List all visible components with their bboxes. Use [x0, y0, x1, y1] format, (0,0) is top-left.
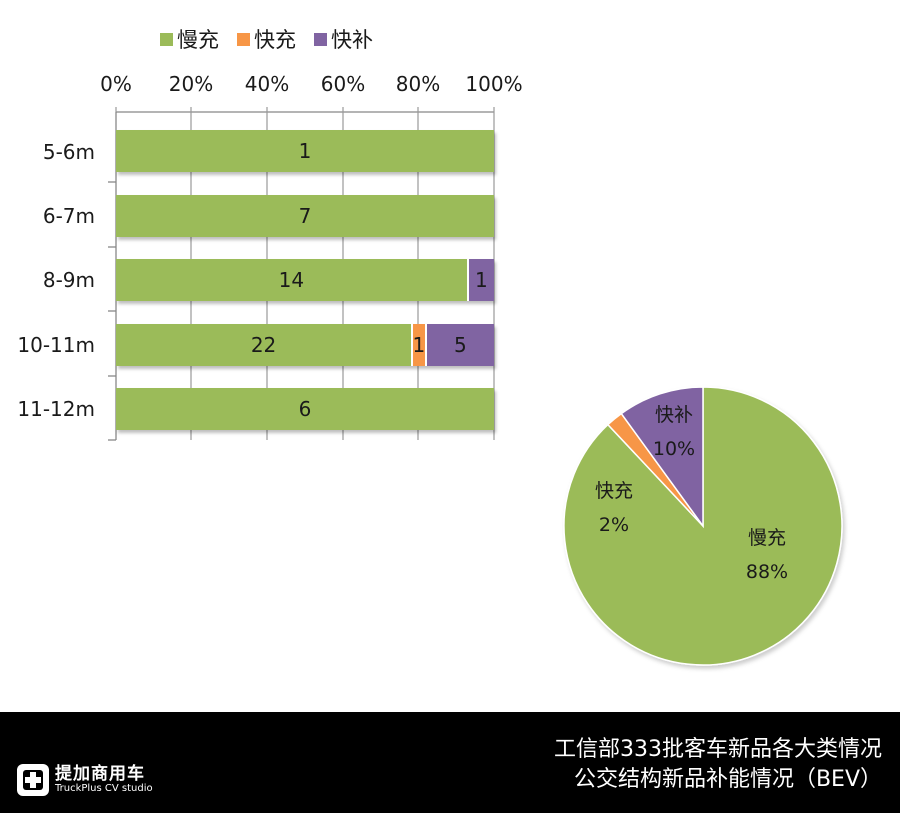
legend-swatch-orange [237, 32, 250, 46]
bar-segment-battery-swap: 1 [468, 259, 494, 301]
category-label: 5-6m [42, 140, 95, 164]
bar-8-9m: 14 1 [116, 259, 494, 301]
legend-label: 慢充 [177, 28, 219, 52]
legend-swatch-green [160, 32, 173, 46]
bar-11-12m: 6 [116, 388, 494, 430]
x-tick-label: 20% [168, 72, 214, 96]
bar-segment-slow-charge: 6 [116, 388, 494, 430]
legend-label: 快补 [331, 28, 373, 52]
bar-segment-slow-charge: 1 [116, 130, 494, 172]
bar-segment-slow-charge: 7 [116, 195, 494, 237]
footer-bar [0, 712, 900, 813]
pie-label-name: 快充 [594, 480, 634, 502]
category-label: 8-9m [42, 268, 95, 292]
pie-label-name: 快补 [654, 404, 694, 426]
logo-text-cn: 提加商用车 [55, 764, 145, 784]
category-label: 6-7m [42, 204, 95, 228]
bar-6-7m: 7 [116, 195, 494, 237]
chart-legend: 慢充 快充 快补 [160, 24, 373, 54]
pie-label-slow-charge: 慢充 88% [746, 521, 788, 589]
legend-item-fast-charge: 快充 [237, 24, 296, 54]
x-tick-label: 80% [395, 72, 441, 96]
logo-text-en: TruckPlus CV studio [55, 783, 153, 794]
legend-label: 快充 [254, 28, 296, 52]
bar-segment-slow-charge: 22 [116, 324, 414, 366]
category-label: 11-12m [17, 397, 95, 421]
x-tick-label: 60% [320, 72, 366, 96]
legend-item-battery-swap: 快补 [314, 24, 373, 54]
pie-label-value: 2% [598, 514, 630, 536]
footer-title: 工信部333批客车新品各大类情况 公交结构新品补能情况（BEV） [554, 735, 882, 795]
brand-logo: 提加商用车 TruckPlus CV studio [17, 764, 153, 796]
pie-label-value: 88% [745, 561, 789, 583]
legend-item-slow-charge: 慢充 [160, 24, 219, 54]
bar-segment-slow-charge: 14 [116, 259, 469, 301]
x-tick-label: 40% [244, 72, 290, 96]
pie-slice-battery-swap [620, 386, 704, 529]
bar-segment-fast-charge: 1 [413, 324, 427, 366]
bar-10-11m: 22 1 5 [116, 324, 494, 366]
bar-segment-battery-swap: 5 [426, 324, 494, 366]
pie-label-battery-swap: 快补 10% [653, 398, 695, 466]
legend-swatch-purple [314, 32, 327, 46]
logo-mark-icon [17, 764, 49, 796]
pie-label-fast-charge: 快充 2% [595, 474, 633, 542]
footer-title-line2: 公交结构新品补能情况（BEV） [573, 767, 882, 792]
pie-label-name: 慢充 [747, 527, 787, 549]
category-label: 10-11m [17, 333, 95, 357]
bar-5-6m: 1 [116, 130, 494, 172]
footer-title-line1: 工信部333批客车新品各大类情况 [554, 737, 882, 762]
pie-chart [563, 386, 843, 666]
x-tick-label: 0% [100, 72, 132, 96]
x-tick-label: 100% [465, 72, 523, 96]
pie-label-value: 10% [652, 438, 696, 460]
